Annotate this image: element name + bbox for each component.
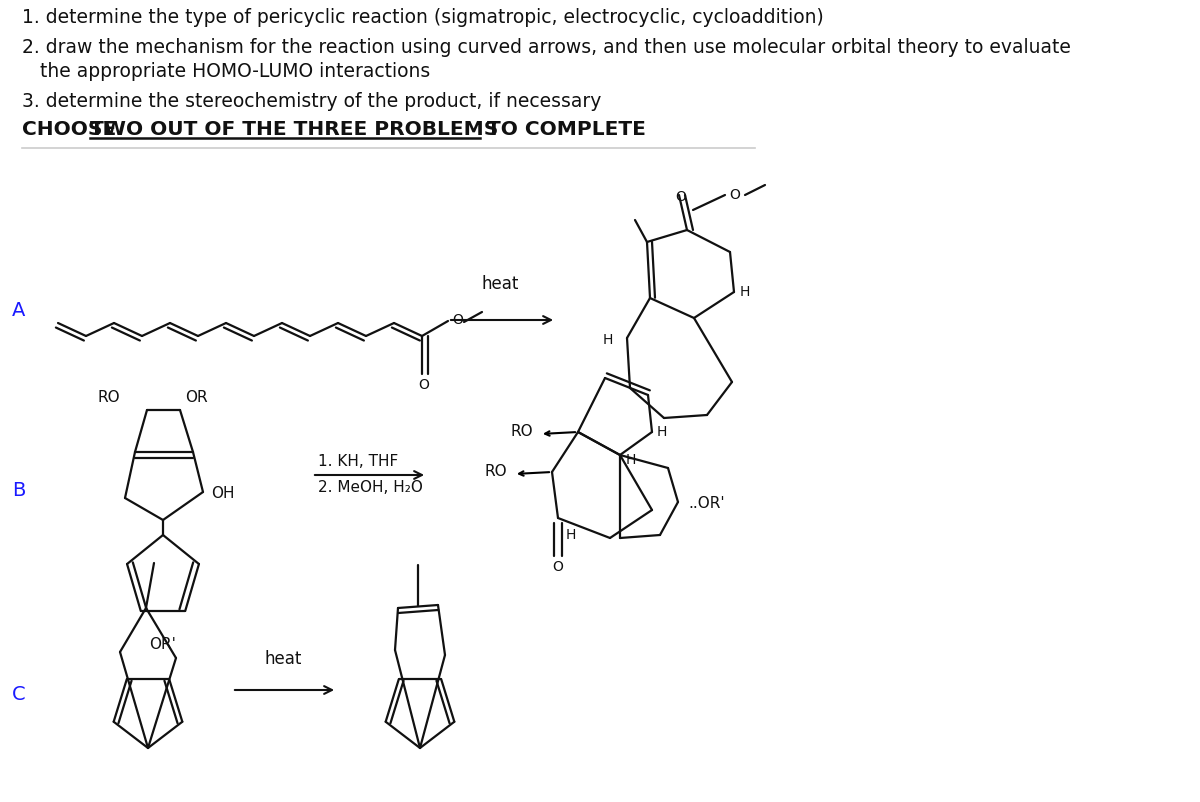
Text: O: O: [419, 378, 430, 392]
Text: TWO OUT OF THE THREE PROBLEMS: TWO OUT OF THE THREE PROBLEMS: [90, 120, 498, 139]
Text: heat: heat: [481, 275, 518, 293]
Text: RO: RO: [510, 424, 533, 439]
Text: 2. draw the mechanism for the reaction using curved arrows, and then use molecul: 2. draw the mechanism for the reaction u…: [22, 38, 1070, 57]
Text: A: A: [12, 301, 25, 319]
Text: H: H: [626, 453, 636, 467]
Text: 1. KH, THF: 1. KH, THF: [318, 455, 398, 469]
Text: RO: RO: [485, 464, 508, 480]
Text: H: H: [566, 528, 576, 542]
Text: 3. determine the stereochemistry of the product, if necessary: 3. determine the stereochemistry of the …: [22, 92, 601, 111]
Text: 1. determine the type of pericyclic reaction (sigmatropic, electrocyclic, cycloa: 1. determine the type of pericyclic reac…: [22, 8, 823, 27]
Text: OR': OR': [150, 637, 176, 652]
Text: OH: OH: [211, 487, 234, 501]
Text: H: H: [740, 285, 750, 299]
Text: H: H: [658, 425, 667, 439]
Text: heat: heat: [264, 650, 301, 668]
Text: OR: OR: [185, 391, 208, 406]
Text: H: H: [602, 333, 613, 347]
Text: 2. MeOH, H₂O: 2. MeOH, H₂O: [318, 480, 422, 496]
Text: O: O: [552, 560, 564, 574]
Text: B: B: [12, 480, 25, 500]
Text: C: C: [12, 686, 25, 704]
Text: RO: RO: [97, 391, 120, 406]
Text: ..OR': ..OR': [688, 496, 725, 512]
Text: TO COMPLETE: TO COMPLETE: [480, 120, 646, 139]
Text: O: O: [676, 190, 686, 204]
Text: the appropriate HOMO-LUMO interactions: the appropriate HOMO-LUMO interactions: [22, 62, 431, 81]
Text: O: O: [730, 188, 740, 202]
Text: O: O: [452, 313, 463, 327]
Text: CHOOSE: CHOOSE: [22, 120, 124, 139]
